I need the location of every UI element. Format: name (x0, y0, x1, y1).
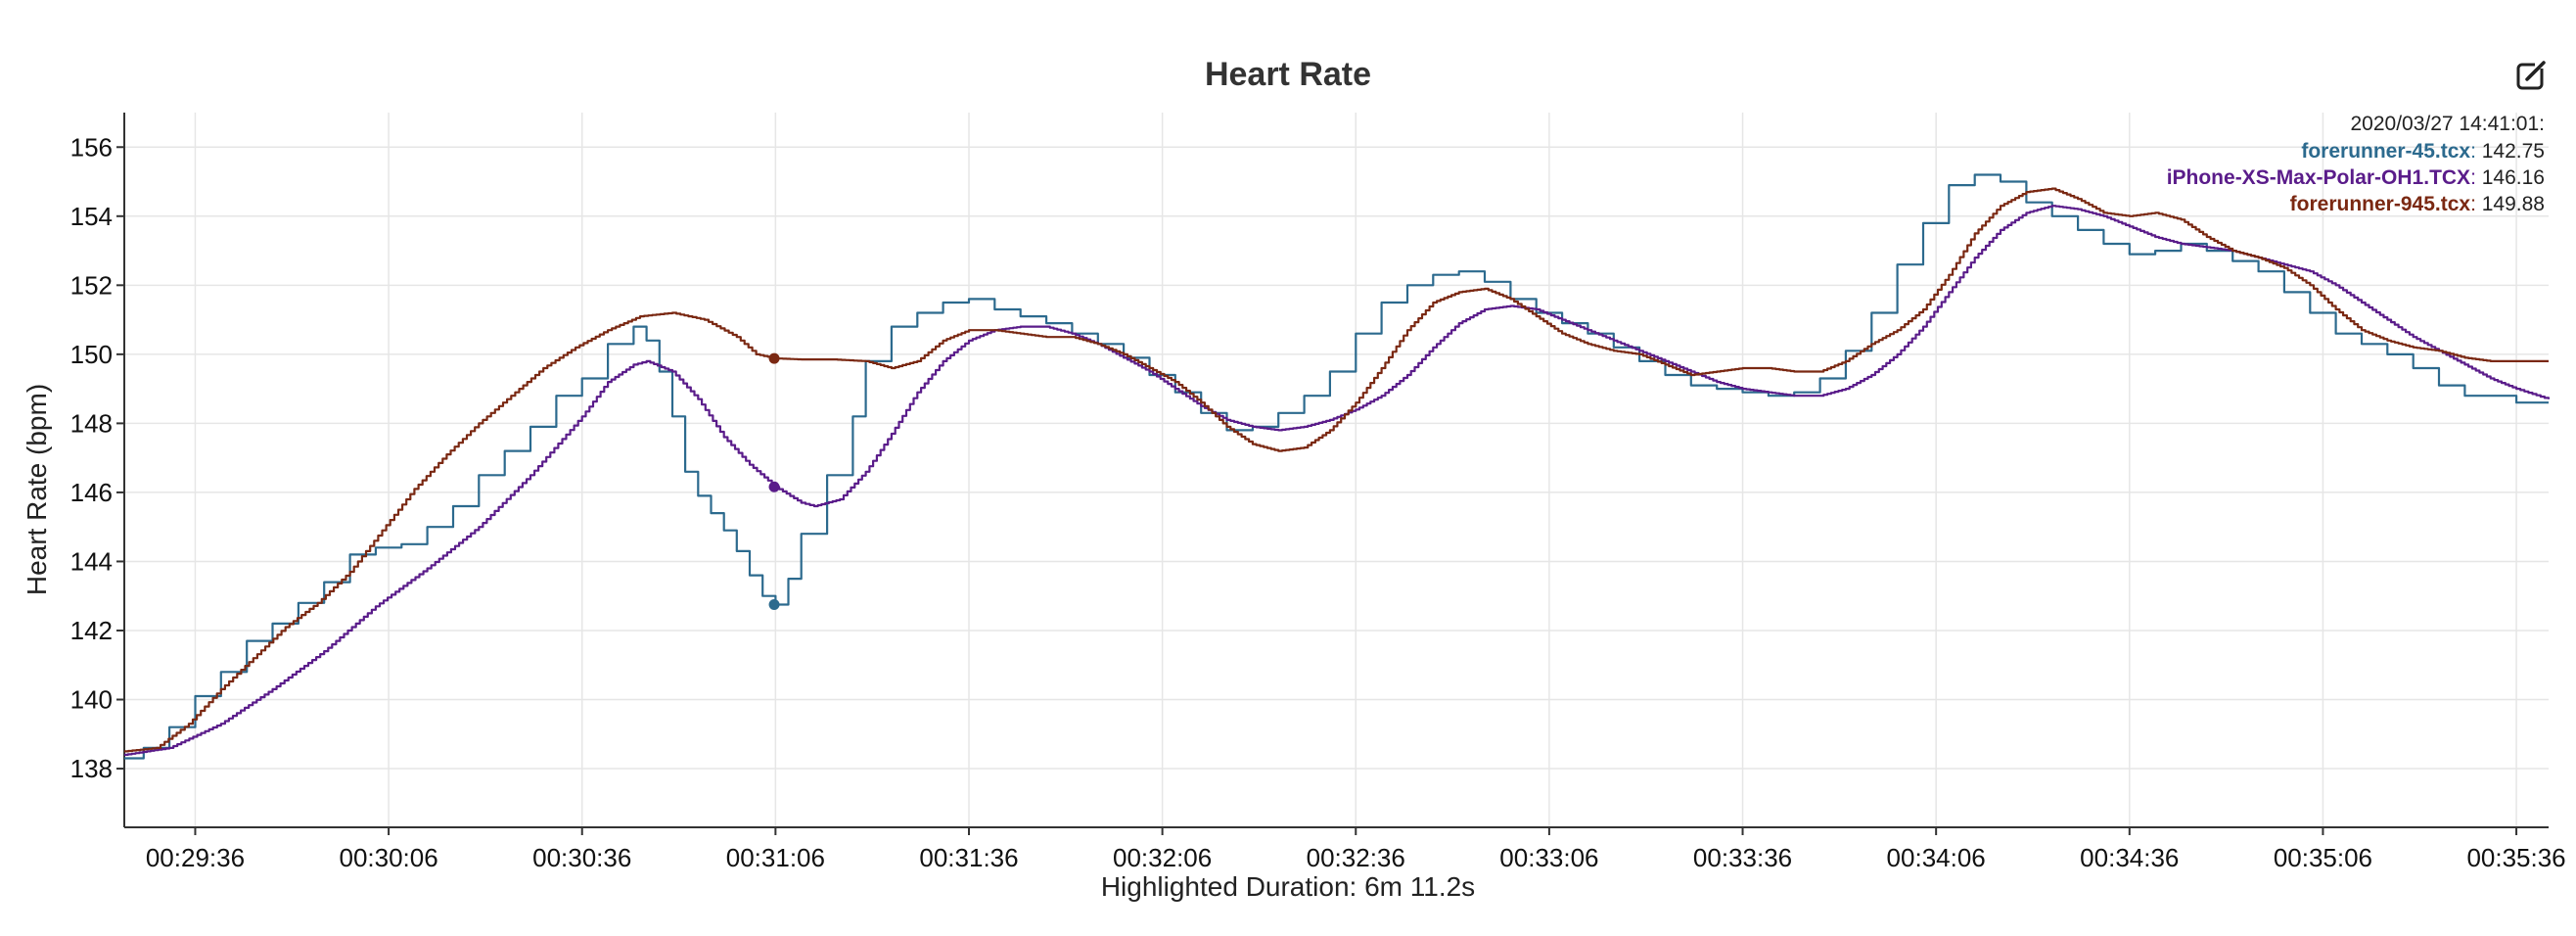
legend-series-value: 149.88 (2476, 193, 2545, 215)
legend-entry-2: forerunner-945.tcx: 149.88 (2290, 193, 2545, 215)
y-tick-label: 148 (70, 408, 113, 438)
legend-series-name: forerunner-945.tcx (2290, 193, 2471, 215)
y-tick-label: 146 (70, 478, 113, 507)
x-tick-label: 00:33:36 (1693, 843, 1792, 872)
y-tick-label: 152 (70, 270, 113, 300)
y-tick-label: 140 (70, 685, 113, 715)
y-tick-label: 142 (70, 616, 113, 645)
y-axis-ticks: 138 140 142 144 146 148 150 152 154 156 (70, 132, 124, 783)
legend-series-name: forerunner-45.tcx (2301, 140, 2470, 163)
highlight-point-0 (768, 599, 780, 611)
series-line-1[interactable] (124, 205, 2551, 756)
series-line-2[interactable] (124, 187, 2549, 753)
highlight-point-2 (768, 352, 780, 364)
y-tick-label: 150 (70, 340, 113, 369)
y-tick-label: 138 (70, 754, 113, 783)
series-line-0[interactable] (124, 173, 2549, 760)
legend-series-value: 142.75 (2476, 140, 2545, 163)
x-tick-label: 00:32:06 (1113, 843, 1212, 872)
x-tick-label: 00:31:36 (919, 843, 1018, 872)
x-tick-label: 00:30:06 (339, 843, 437, 872)
x-tick-label: 00:31:06 (726, 843, 825, 872)
x-tick-label: 00:29:36 (146, 843, 245, 872)
y-tick-label: 156 (70, 132, 113, 162)
x-tick-label: 00:30:36 (532, 843, 631, 872)
x-tick-label: 00:33:06 (1499, 843, 1598, 872)
legend-series-name: iPhone-XS-Max-Polar-OH1.TCX (2167, 166, 2470, 189)
x-tick-label: 00:35:36 (2466, 843, 2565, 872)
highlight-markers (768, 352, 780, 611)
y-tick-label: 154 (70, 202, 113, 231)
legend-series-value: 146.16 (2476, 166, 2545, 189)
x-tick-label: 00:35:06 (2274, 843, 2372, 872)
y-tick-label: 144 (70, 546, 113, 576)
series-lines[interactable] (124, 173, 2551, 760)
x-axis-title: Highlighted Duration: 6m 11.2s (1101, 871, 1475, 902)
y-axis-title: Heart Rate (bpm) (22, 384, 52, 595)
edit-icon[interactable] (2515, 59, 2549, 92)
x-tick-label: 00:32:36 (1307, 843, 1405, 872)
x-axis-ticks: 00:29:36 00:30:06 00:30:36 00:31:06 00:31:36… (146, 827, 2566, 872)
x-tick-label: 00:34:06 (1887, 843, 1986, 872)
legend-header: 2020/03/27 14:41:01: (2350, 113, 2545, 135)
legend-entry-1: iPhone-XS-Max-Polar-OH1.TCX: 146.16 (2167, 166, 2545, 189)
x-tick-label: 00:34:36 (2080, 843, 2179, 872)
highlight-point-1 (768, 481, 780, 492)
chart-title: Heart Rate (1205, 56, 1371, 93)
legend: 2020/03/27 14:41:01: forerunner-45.tcx: … (2167, 113, 2545, 215)
legend-entry-0: forerunner-45.tcx: 142.75 (2301, 140, 2545, 163)
